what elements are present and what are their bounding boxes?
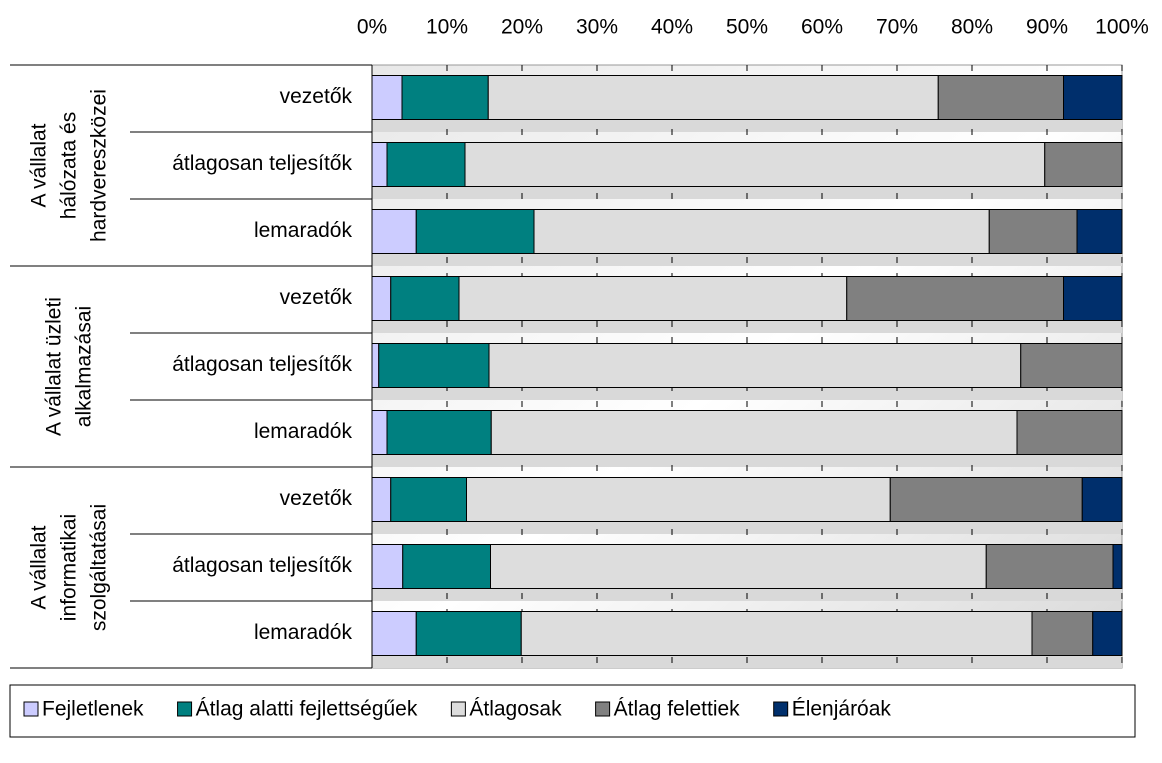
bar-segment	[1092, 611, 1123, 656]
x-tick-label: 80%	[951, 16, 993, 39]
legend-label: Átlag felettiek	[614, 698, 741, 721]
y-tick-label: vezetők	[280, 286, 353, 309]
row-band	[372, 388, 1122, 400]
x-tick-label: 70%	[876, 16, 918, 39]
bar-segment	[371, 611, 417, 656]
bar-segment	[988, 209, 1078, 254]
group-label: A vállalat	[28, 525, 51, 609]
bar-segment	[390, 477, 467, 522]
group-label: A vállalat	[28, 123, 51, 207]
bar-segment	[371, 410, 388, 455]
bar-segment	[378, 343, 490, 388]
bar-segment	[371, 75, 403, 120]
bar-segment	[458, 276, 848, 321]
bar-segment	[415, 209, 535, 254]
bar-segment	[533, 209, 990, 254]
bar-segment	[1112, 544, 1123, 589]
bar-segment	[466, 477, 891, 522]
bar-segment	[1063, 276, 1123, 321]
legend-label: Átlagosak	[469, 698, 562, 721]
y-tick-label: átlagosan teljesítők	[172, 554, 352, 577]
y-tick-label: átlagosan teljesítők	[172, 353, 352, 376]
bar-segment	[401, 75, 489, 120]
bar-segment	[490, 544, 987, 589]
x-tick-label: 50%	[726, 16, 768, 39]
row-band	[372, 120, 1122, 132]
bar-segment	[1081, 477, 1123, 522]
legend-box	[9, 684, 1136, 738]
bar-segment	[490, 410, 1018, 455]
bar-segment	[520, 611, 1033, 656]
legend-swatch	[450, 701, 466, 717]
y-tick-label: lemaradók	[254, 621, 353, 644]
bar-segment	[464, 142, 1046, 187]
legend-swatch	[23, 701, 39, 717]
group-label: alkalmazásai	[73, 306, 96, 427]
group-label: A vállalat üzleti	[43, 297, 66, 436]
x-tick-label: 0%	[357, 16, 387, 39]
row-band	[372, 455, 1122, 467]
x-tick-label: 90%	[1026, 16, 1068, 39]
bar-segment	[1016, 410, 1123, 455]
legend-swatch	[773, 701, 789, 717]
x-tick-label: 40%	[651, 16, 693, 39]
bar-segment	[371, 343, 380, 388]
group-label: informatikai	[58, 514, 81, 621]
legend-label: Átlag alatti fejlettségűek	[196, 698, 418, 721]
bar-segment	[371, 276, 392, 321]
bar-segment	[846, 276, 1064, 321]
legend-label: Élenjáróak	[792, 698, 892, 721]
x-tick-label: 10%	[426, 16, 468, 39]
bar-segment	[371, 142, 388, 187]
group-label: hálózata és	[58, 112, 81, 219]
bar-segment	[371, 209, 417, 254]
bar-segment	[371, 544, 404, 589]
y-tick-label: lemaradók	[254, 219, 353, 242]
bar-segment	[390, 276, 460, 321]
y-tick-label: lemaradók	[254, 420, 353, 443]
bar-segment	[386, 142, 466, 187]
bar-segment	[487, 75, 939, 120]
bar-segment	[386, 410, 492, 455]
x-tick-label: 100%	[1095, 16, 1149, 39]
x-tick-label: 20%	[501, 16, 543, 39]
group-label: hardvereszközei	[88, 89, 111, 242]
bar-segment	[415, 611, 522, 656]
bar-segment	[1063, 75, 1123, 120]
row-band	[372, 522, 1122, 534]
legend-swatch	[595, 701, 611, 717]
x-tick-label: 60%	[801, 16, 843, 39]
legend-swatch	[177, 701, 193, 717]
y-tick-label: átlagosan teljesítők	[172, 152, 352, 175]
x-tick-label: 30%	[576, 16, 618, 39]
bar-segment	[402, 544, 491, 589]
y-tick-label: vezetők	[280, 487, 353, 510]
bar-segment	[937, 75, 1064, 120]
bar-segment	[1044, 142, 1123, 187]
bar-segment	[371, 477, 392, 522]
legend-label: Fejletlenek	[42, 698, 144, 721]
y-tick-label: vezetők	[280, 85, 353, 108]
bar-segment	[1020, 343, 1123, 388]
bar-segment	[488, 343, 1022, 388]
bar-segment	[889, 477, 1083, 522]
bar-segment	[1076, 209, 1123, 254]
bar-segment	[1031, 611, 1094, 656]
group-label: szolgáltatásai	[88, 504, 111, 631]
bar-segment	[985, 544, 1114, 589]
